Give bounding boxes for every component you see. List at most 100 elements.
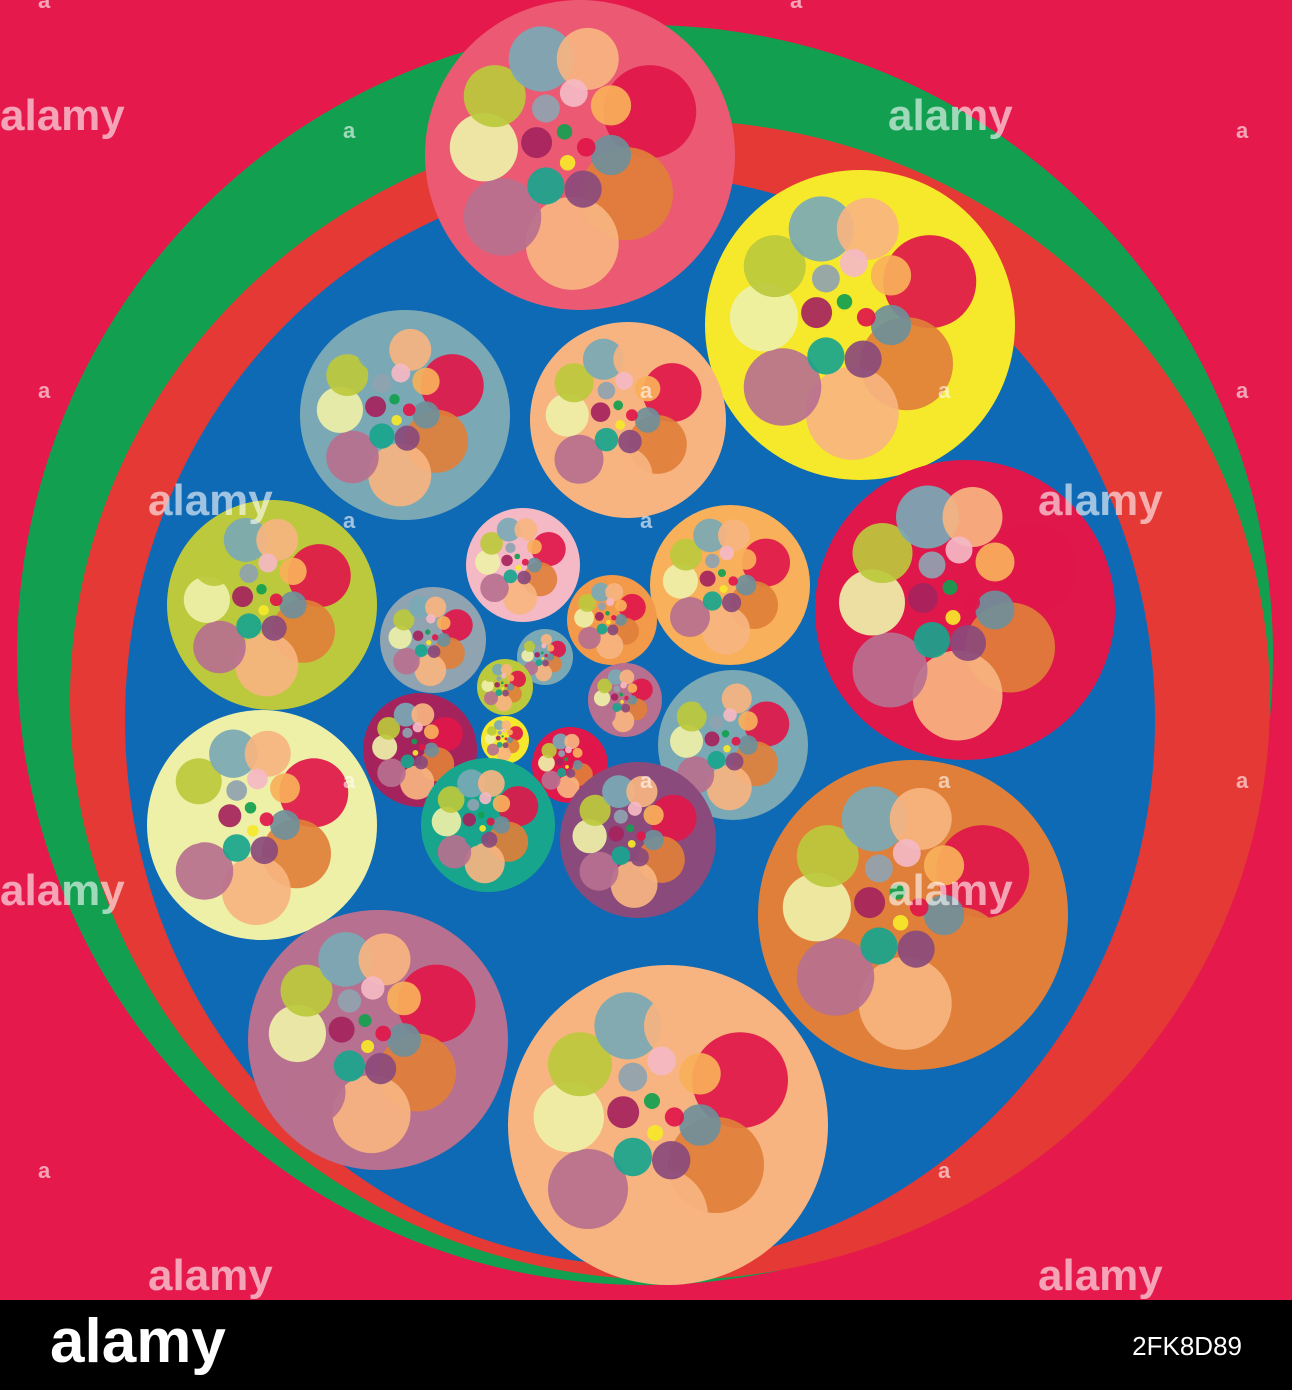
sub-circle — [209, 729, 258, 778]
sub-circle — [546, 644, 555, 652]
sub-circle — [719, 585, 728, 593]
sub-circle — [852, 632, 928, 708]
sub-circle — [742, 538, 790, 587]
sub-circle — [487, 743, 499, 756]
sub-circle — [411, 703, 435, 727]
sub-circle — [365, 396, 387, 418]
sub-circle — [486, 817, 495, 826]
sub-circle — [676, 701, 707, 732]
sub-circle — [591, 582, 611, 602]
sub-circle — [662, 563, 699, 599]
sub-circle — [618, 1062, 648, 1092]
sub-circle — [738, 711, 758, 731]
sub-circle — [704, 731, 720, 747]
sub-circle — [393, 702, 418, 727]
sub-circle — [612, 1168, 708, 1265]
sub-circle — [541, 770, 561, 790]
sub-circle — [402, 727, 413, 739]
sub-circle — [805, 366, 899, 460]
sub-circle — [508, 726, 523, 741]
sub-circle — [590, 85, 632, 126]
sub-circle — [670, 597, 710, 637]
sub-circle — [521, 649, 534, 662]
sub-circle — [481, 679, 494, 692]
sub-circle — [500, 664, 512, 676]
sub-circle — [521, 558, 529, 566]
sub-circle — [718, 519, 750, 552]
sub-circle — [412, 750, 419, 756]
sub-circle — [467, 798, 480, 811]
sub-circle — [634, 407, 661, 433]
sub-circle — [699, 570, 716, 587]
sub-circle — [618, 429, 642, 454]
sub-circle — [647, 1046, 676, 1076]
sub-circle — [615, 599, 627, 612]
sub-circle — [548, 1032, 612, 1097]
sub-circle — [541, 643, 547, 649]
sub-circle — [508, 26, 574, 92]
sub-circle — [514, 518, 538, 542]
sub-circle — [501, 740, 505, 743]
sub-circle — [408, 596, 431, 619]
sub-circle — [564, 757, 569, 762]
sub-circle — [502, 742, 509, 749]
sub-circle — [564, 733, 580, 750]
sub-circle — [501, 673, 507, 679]
sub-circle — [517, 570, 531, 585]
sub-circle — [165, 793, 216, 845]
sub-circle — [564, 170, 602, 208]
sub-circle — [549, 640, 566, 658]
sub-circle — [193, 620, 246, 674]
sub-circle — [896, 485, 959, 549]
sub-circle — [598, 602, 607, 611]
sub-circle — [540, 651, 544, 655]
sub-circle — [535, 664, 552, 682]
sub-circle — [247, 768, 268, 790]
sub-circle — [337, 989, 362, 1013]
sub-circle — [501, 728, 507, 733]
watermark: alamy — [1038, 1251, 1163, 1300]
sub-circle — [856, 307, 876, 327]
sub-circle — [731, 736, 741, 746]
watermark-mark: a — [343, 118, 356, 143]
sub-circle — [594, 992, 662, 1060]
sub-circle — [590, 134, 632, 176]
sub-circle — [484, 670, 496, 682]
sub-circle — [725, 752, 744, 771]
sub-circle — [477, 811, 485, 819]
sub-circle — [496, 676, 502, 682]
sub-circle — [394, 425, 420, 451]
sub-circle — [280, 1059, 346, 1125]
watermark: alamy — [0, 866, 125, 915]
sub-circle — [574, 607, 594, 628]
sub-circle — [495, 735, 501, 741]
sub-circle — [525, 196, 619, 290]
sub-circle — [618, 593, 646, 621]
sub-circle — [788, 196, 854, 262]
sub-circle — [244, 802, 257, 814]
sub-circle — [634, 375, 661, 402]
sub-circle — [870, 304, 912, 346]
sub-circle — [496, 741, 503, 748]
sub-circle — [515, 565, 522, 571]
sub-circle — [627, 840, 636, 848]
sub-circle — [642, 363, 702, 422]
sub-circle — [729, 283, 799, 352]
sub-circle — [411, 738, 418, 745]
sub-circle — [705, 553, 720, 569]
sub-circle — [484, 691, 498, 706]
sub-circle — [358, 933, 411, 986]
sub-circle — [554, 363, 594, 403]
sub-circle — [391, 415, 402, 426]
sub-circle — [852, 523, 913, 583]
sub-circle — [627, 683, 638, 693]
watermark-mark: a — [938, 1158, 951, 1183]
sub-circle — [538, 754, 555, 772]
sub-circle — [477, 770, 505, 797]
sub-circle — [368, 443, 432, 507]
sub-circle — [526, 539, 542, 555]
sub-circle — [611, 615, 617, 621]
sub-circle — [426, 640, 432, 646]
sub-circle — [593, 690, 611, 707]
sub-circle — [621, 703, 631, 713]
